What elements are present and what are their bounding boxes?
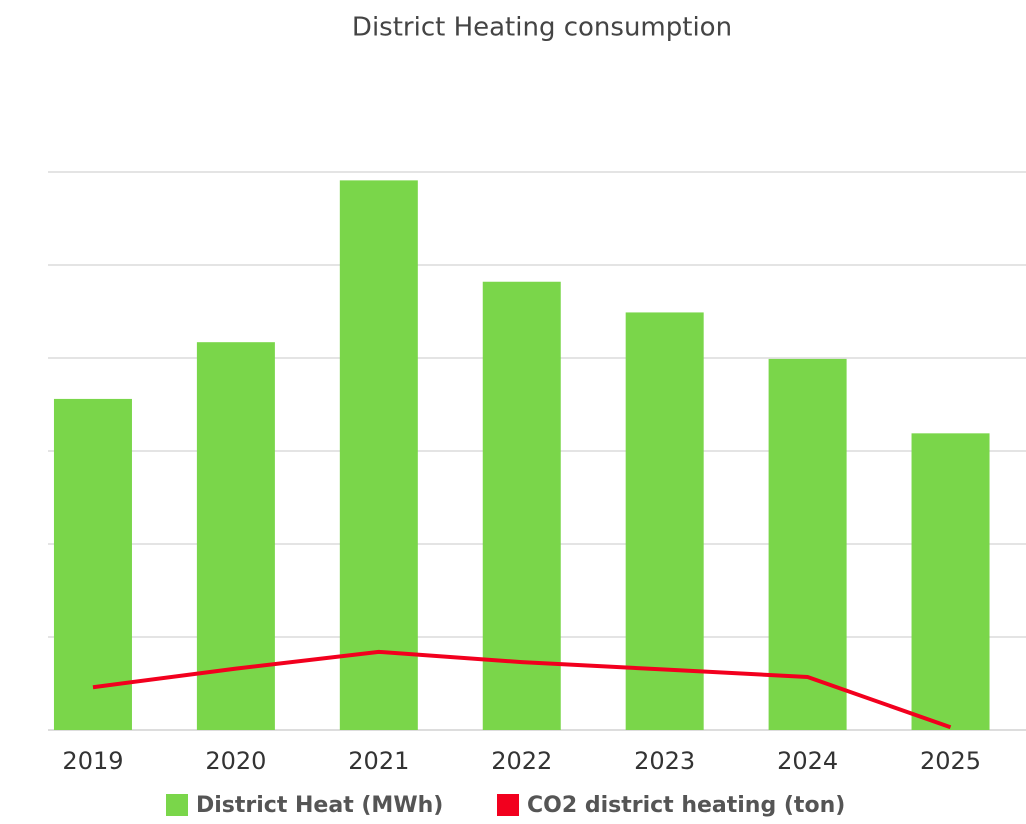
x-tick-label: 2019 [62, 747, 123, 775]
x-tick-label: 2022 [491, 747, 552, 775]
bar [625, 312, 704, 730]
bar [768, 358, 847, 730]
x-tick-label: 2020 [205, 747, 266, 775]
x-tick-label: 2023 [634, 747, 695, 775]
x-tick-label: 2025 [920, 747, 981, 775]
legend-label: CO2 district heating (ton) [527, 793, 845, 818]
bar [53, 398, 132, 730]
bar [339, 180, 418, 730]
bar [482, 281, 561, 730]
x-tick-label: 2024 [777, 747, 838, 775]
legend-swatch [497, 794, 519, 816]
bar [911, 433, 990, 730]
x-tick-label: 2021 [348, 747, 409, 775]
legend-label: District Heat (MWh) [196, 793, 443, 818]
line [92, 649, 952, 730]
legend-swatch [166, 794, 188, 816]
chart-title: District Heating consumption [352, 13, 732, 43]
